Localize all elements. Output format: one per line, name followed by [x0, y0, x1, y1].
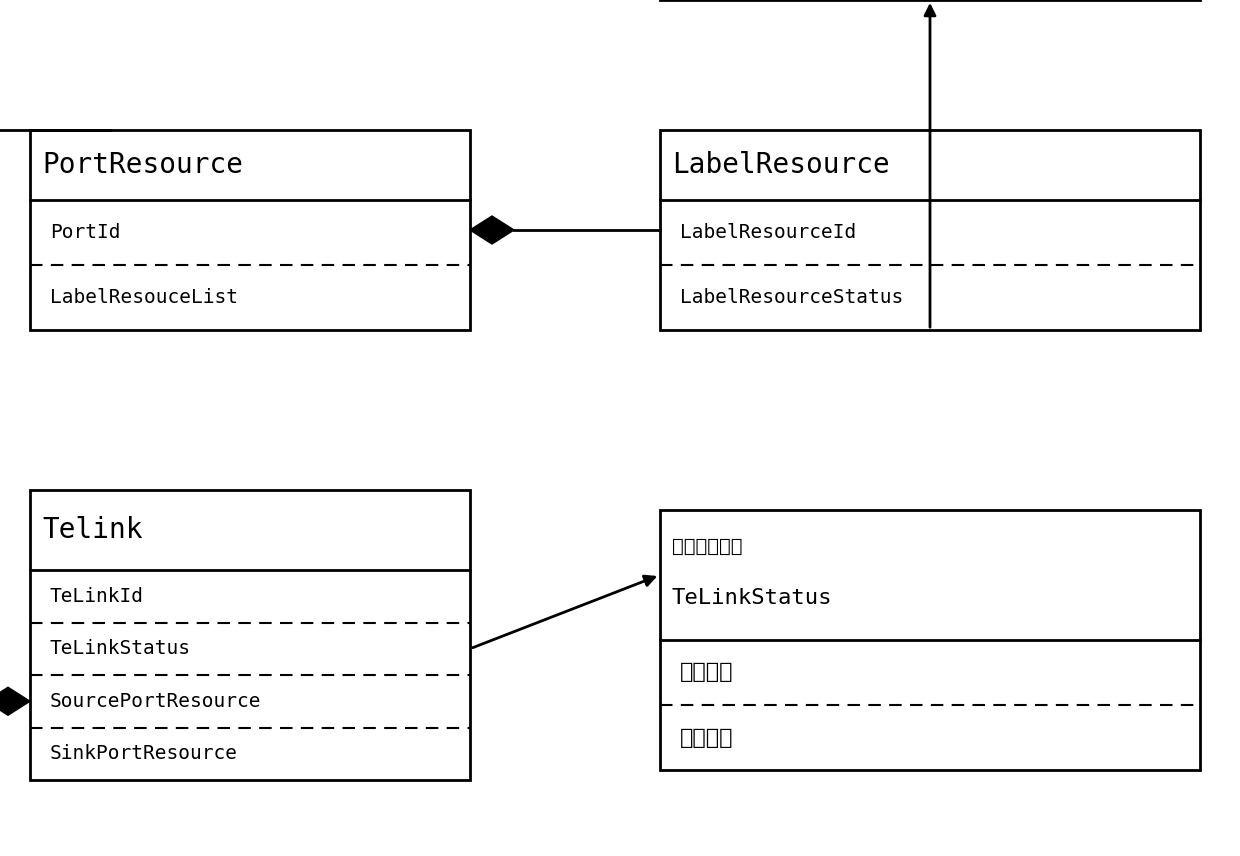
Text: TeLinkStatus: TeLinkStatus	[50, 639, 191, 658]
Text: LabelResourceStatus: LabelResourceStatus	[680, 288, 903, 307]
Text: SourcePortResource: SourcePortResource	[50, 692, 262, 710]
Text: TeLinkStatus: TeLinkStatus	[672, 588, 832, 609]
Text: Telink: Telink	[42, 516, 143, 544]
Text: 正常状态: 正常状态	[680, 663, 734, 682]
Text: LabelResouceList: LabelResouceList	[50, 288, 238, 307]
Bar	[660, 130, 1200, 330]
Bar	[30, 490, 470, 780]
Text: PortId: PortId	[50, 223, 120, 242]
Text: 维护状态: 维护状态	[680, 728, 734, 747]
Text: 《《枚举》》: 《《枚举》》	[672, 537, 743, 556]
Polygon shape	[0, 687, 30, 716]
Bar	[30, 130, 470, 330]
Polygon shape	[470, 216, 515, 244]
Text: LabelResource: LabelResource	[672, 151, 890, 179]
Bar	[660, 510, 1200, 770]
Text: TeLinkId: TeLinkId	[50, 586, 144, 606]
Text: LabelResourceId: LabelResourceId	[680, 223, 857, 242]
Text: PortResource: PortResource	[42, 151, 243, 179]
Text: SinkPortResource: SinkPortResource	[50, 744, 238, 764]
